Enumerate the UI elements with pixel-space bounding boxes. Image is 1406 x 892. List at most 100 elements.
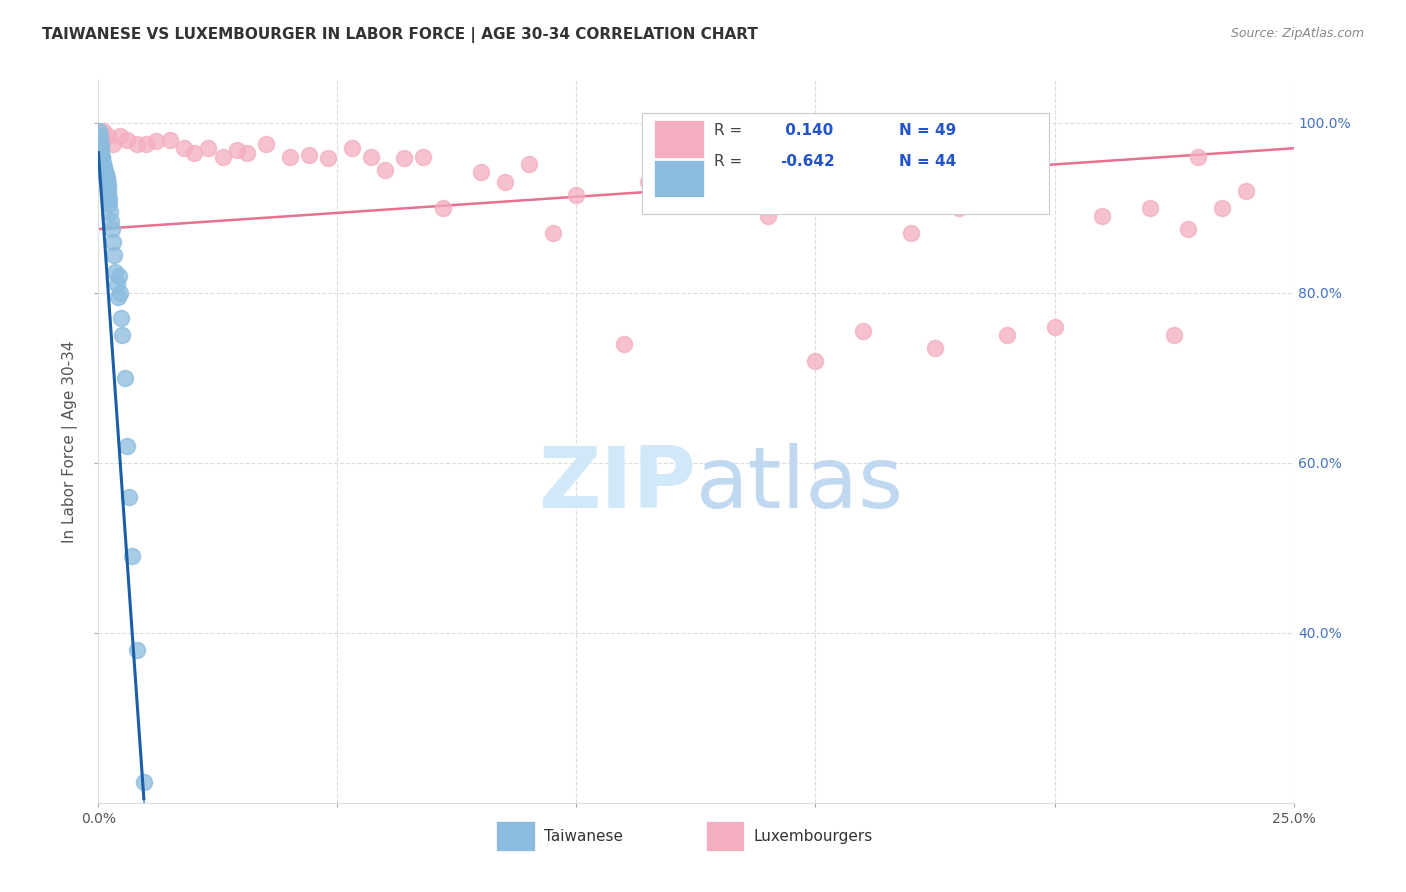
Text: R =: R = bbox=[714, 122, 747, 137]
Point bbox=[89, 124, 111, 138]
Point bbox=[412, 150, 434, 164]
Point bbox=[90, 150, 112, 164]
Point bbox=[756, 209, 779, 223]
Point bbox=[565, 188, 588, 202]
Point bbox=[132, 774, 155, 789]
Point bbox=[108, 128, 131, 143]
Point bbox=[1163, 328, 1185, 343]
FancyBboxPatch shape bbox=[496, 821, 534, 851]
Point bbox=[278, 150, 301, 164]
FancyBboxPatch shape bbox=[643, 112, 1049, 214]
Point bbox=[613, 336, 636, 351]
Point bbox=[432, 201, 454, 215]
Point bbox=[94, 169, 117, 183]
Point bbox=[183, 145, 205, 160]
Point bbox=[661, 184, 683, 198]
Point bbox=[101, 235, 124, 249]
Point bbox=[1177, 222, 1199, 236]
Point bbox=[121, 549, 143, 564]
Text: ZIP: ZIP bbox=[538, 443, 696, 526]
Point bbox=[211, 150, 233, 164]
Point bbox=[125, 136, 148, 151]
Point bbox=[197, 141, 219, 155]
Point bbox=[733, 196, 755, 211]
Text: Luxembourgers: Luxembourgers bbox=[754, 829, 873, 844]
Point bbox=[111, 328, 134, 343]
Point bbox=[470, 165, 492, 179]
Point bbox=[104, 264, 127, 278]
Point bbox=[494, 175, 516, 189]
Point bbox=[1234, 184, 1257, 198]
Point bbox=[1091, 209, 1114, 223]
Point bbox=[97, 128, 120, 143]
Text: Source: ZipAtlas.com: Source: ZipAtlas.com bbox=[1230, 27, 1364, 40]
Point bbox=[1043, 319, 1066, 334]
Point bbox=[145, 135, 167, 149]
Point bbox=[97, 192, 120, 206]
Point bbox=[374, 162, 396, 177]
Point bbox=[173, 141, 195, 155]
Point bbox=[91, 124, 114, 138]
Point bbox=[541, 227, 564, 241]
Point bbox=[108, 285, 131, 300]
Text: Taiwanese: Taiwanese bbox=[544, 829, 623, 844]
Y-axis label: In Labor Force | Age 30-34: In Labor Force | Age 30-34 bbox=[62, 340, 79, 543]
Point bbox=[110, 311, 132, 326]
Point bbox=[101, 136, 124, 151]
Point bbox=[135, 136, 157, 151]
Point bbox=[89, 128, 111, 143]
Point bbox=[93, 160, 115, 174]
Text: N = 49: N = 49 bbox=[900, 122, 956, 137]
Point bbox=[91, 152, 114, 166]
Point bbox=[90, 136, 112, 151]
Point bbox=[235, 145, 257, 160]
FancyBboxPatch shape bbox=[654, 160, 704, 197]
Point bbox=[394, 152, 416, 166]
Point bbox=[90, 141, 112, 155]
Point bbox=[1187, 150, 1209, 164]
Point bbox=[97, 184, 120, 198]
Point bbox=[114, 371, 136, 385]
Text: -0.642: -0.642 bbox=[780, 154, 834, 169]
Point bbox=[96, 177, 118, 191]
Point bbox=[254, 136, 277, 151]
Point bbox=[97, 188, 120, 202]
Point bbox=[91, 155, 114, 169]
Point bbox=[118, 490, 141, 504]
Point bbox=[115, 133, 138, 147]
Point bbox=[94, 170, 117, 185]
Point bbox=[94, 167, 117, 181]
Point bbox=[226, 143, 249, 157]
Point bbox=[125, 642, 148, 657]
Point bbox=[91, 158, 114, 172]
Point bbox=[804, 353, 827, 368]
Point bbox=[98, 196, 121, 211]
Point bbox=[103, 247, 125, 261]
Point bbox=[93, 162, 115, 177]
Point bbox=[517, 156, 540, 170]
Point bbox=[90, 145, 112, 160]
Point bbox=[97, 179, 120, 194]
Point bbox=[1139, 201, 1161, 215]
Text: atlas: atlas bbox=[696, 443, 904, 526]
Point bbox=[900, 227, 922, 241]
Point bbox=[637, 175, 659, 189]
Point bbox=[1211, 201, 1233, 215]
Point bbox=[360, 150, 382, 164]
Point bbox=[298, 148, 321, 162]
Text: N = 44: N = 44 bbox=[900, 154, 956, 169]
Point bbox=[96, 172, 118, 186]
Point bbox=[107, 290, 129, 304]
Point bbox=[100, 213, 122, 227]
Point bbox=[316, 152, 339, 166]
Text: 0.140: 0.140 bbox=[780, 122, 832, 137]
Text: TAIWANESE VS LUXEMBOURGER IN LABOR FORCE | AGE 30-34 CORRELATION CHART: TAIWANESE VS LUXEMBOURGER IN LABOR FORCE… bbox=[42, 27, 758, 43]
Point bbox=[93, 164, 115, 178]
Text: R =: R = bbox=[714, 154, 747, 169]
Point bbox=[105, 277, 128, 292]
Point bbox=[94, 166, 117, 180]
Point bbox=[159, 133, 181, 147]
Point bbox=[91, 154, 114, 169]
Point bbox=[101, 222, 124, 236]
Point bbox=[98, 205, 122, 219]
